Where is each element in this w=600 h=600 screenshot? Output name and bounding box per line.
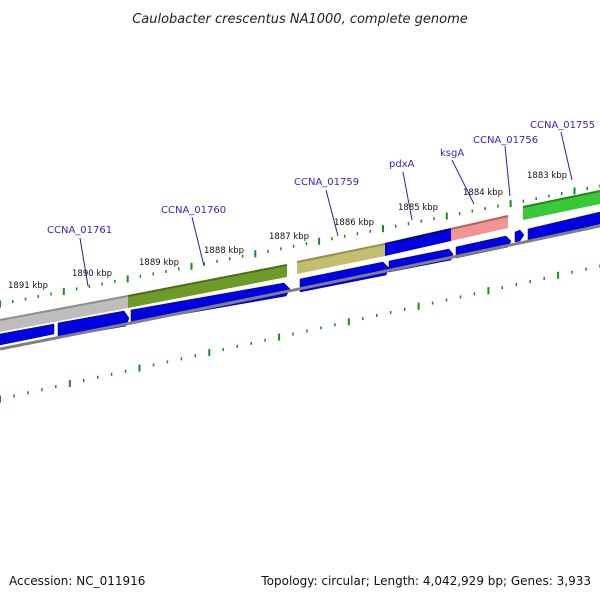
kbp-label: 1890 kbp [72, 269, 112, 279]
grey-feature-edge [0, 295, 129, 321]
label-leader-line [191, 216, 205, 267]
gene-arrow[interactable] [514, 229, 525, 243]
kbp-label: 1885 kbp [398, 203, 438, 213]
accession-text: Accession: NC_011916 [9, 574, 146, 588]
gene-label-ccna-01761[interactable]: CCNA_01761 [47, 225, 112, 236]
gene-labels: CCNA_01761 CCNA_01760 CCNA_01759 pdxA ks… [47, 120, 595, 236]
pink-feature[interactable] [451, 216, 508, 241]
kbp-label: 1889 kbp [139, 258, 179, 268]
gene-label-lines [79, 131, 573, 287]
label-leader-line [451, 159, 475, 205]
kbp-label: 1886 kbp [334, 218, 374, 228]
olive-dark-feature[interactable] [128, 265, 287, 308]
olive-dark-feature-edge [127, 264, 288, 297]
kbp-label: 1888 kbp [204, 246, 244, 256]
outer-tick-ring [0, 184, 600, 308]
kbp-label: 1883 kbp [527, 171, 567, 181]
label-leader-line [402, 171, 413, 221]
green-feature[interactable] [523, 191, 600, 220]
green-feature-edge [522, 190, 600, 208]
genome-backbone [0, 224, 600, 351]
khaki-feature[interactable] [297, 244, 385, 274]
gene-label-ccna-01760[interactable]: CCNA_01760 [161, 205, 226, 216]
khaki-feature-edge [296, 243, 386, 263]
gene-arrow[interactable] [527, 211, 600, 241]
grey-feature[interactable] [0, 296, 128, 332]
label-leader-line [560, 131, 573, 181]
gene-label-ksga[interactable]: ksgA [440, 148, 464, 159]
gene-arrow[interactable] [0, 323, 55, 346]
inner-tick-ring [0, 264, 600, 403]
gene-label-pdxa[interactable]: pdxA [389, 159, 415, 170]
blue-feature-edge [384, 228, 452, 245]
map-title: Caulobacter crescentus NA1000, complete … [132, 12, 468, 27]
kbp-label: 1891 kbp [8, 281, 48, 291]
gene-label-ccna-01756[interactable]: CCNA_01756 [473, 135, 538, 146]
genome-summary-text: Topology: circular; Length: 4,042,929 bp… [261, 574, 591, 588]
kbp-label: 1884 kbp [463, 188, 503, 198]
label-leader-line [79, 237, 89, 287]
blue-feature[interactable] [385, 229, 451, 256]
label-leader-line [325, 189, 339, 237]
label-leader-line [504, 145, 511, 197]
gene-label-ccna-01755[interactable]: CCNA_01755 [530, 120, 595, 131]
gene-label-ccna-01759[interactable]: CCNA_01759 [294, 177, 359, 188]
pink-feature-edge [450, 215, 509, 230]
gene-arrow[interactable] [57, 310, 130, 339]
feature-track [0, 190, 600, 332]
kbp-labels: 1891 kbp 1890 kbp 1889 kbp 1888 kbp 1887… [8, 171, 567, 291]
kbp-label: 1887 kbp [269, 232, 309, 242]
